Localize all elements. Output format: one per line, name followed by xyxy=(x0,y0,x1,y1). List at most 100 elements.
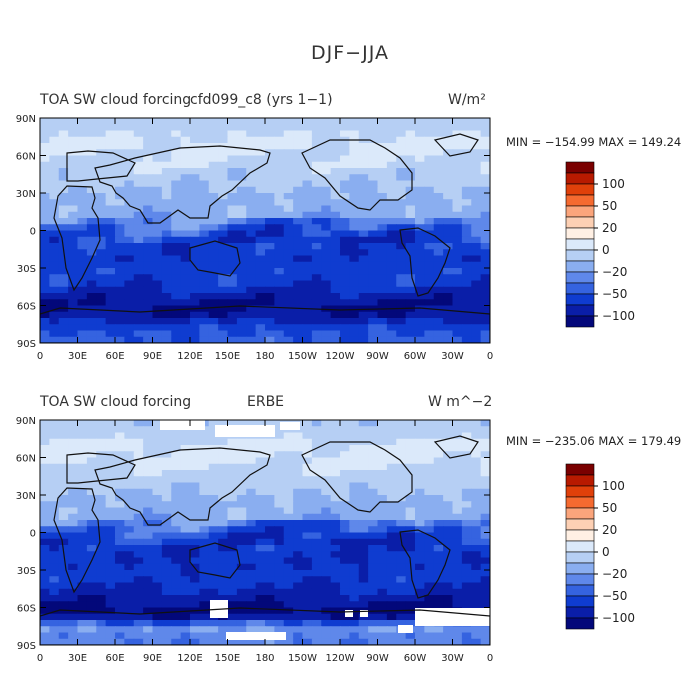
field-cell xyxy=(58,601,69,609)
field-cell xyxy=(68,274,79,282)
field-cell xyxy=(218,551,229,559)
field-cell xyxy=(471,501,482,509)
field-cell xyxy=(96,161,107,169)
field-cell xyxy=(77,136,88,144)
field-cell xyxy=(180,336,191,343)
field-cell xyxy=(293,224,304,232)
field-cell xyxy=(208,463,219,471)
field-cell xyxy=(208,638,219,645)
field-cell xyxy=(283,274,294,282)
field-cell xyxy=(321,336,332,343)
field-cell xyxy=(227,420,238,427)
field-cell xyxy=(218,582,229,590)
field-cell xyxy=(236,136,247,144)
field-cell xyxy=(180,570,191,577)
field-cell xyxy=(443,136,454,144)
field-cell xyxy=(471,293,482,300)
field-cell xyxy=(255,155,266,163)
field-cell xyxy=(340,607,350,615)
field-cell xyxy=(199,168,210,175)
field-cell xyxy=(236,545,247,552)
field-cell xyxy=(255,538,266,546)
field-cell xyxy=(49,205,60,213)
field-cell xyxy=(396,136,407,144)
field-cell xyxy=(283,155,294,163)
field-cell xyxy=(77,601,88,609)
field-cell xyxy=(461,570,472,577)
field-cell xyxy=(293,482,304,490)
field-cell xyxy=(105,520,116,527)
field-cell xyxy=(105,218,116,225)
colorbar-swatch xyxy=(565,474,595,487)
field-cell xyxy=(77,470,88,477)
field-cell xyxy=(68,601,79,609)
field-cell xyxy=(443,211,454,219)
field-cell xyxy=(293,199,304,207)
field-cell xyxy=(330,420,341,427)
field-cell xyxy=(311,136,322,144)
field-cell xyxy=(58,205,69,213)
field-cell xyxy=(330,588,341,596)
field-cell xyxy=(349,293,360,300)
field-cell xyxy=(105,136,116,144)
field-cell xyxy=(218,261,229,269)
field-cell xyxy=(133,305,144,313)
field-cell xyxy=(208,563,219,571)
x-tick-label: 120W xyxy=(326,351,355,362)
field-cell xyxy=(461,476,472,484)
field-cell xyxy=(424,274,435,282)
field-cell xyxy=(349,130,360,138)
field-cell xyxy=(133,130,144,138)
field-cell xyxy=(246,595,257,602)
field-cell xyxy=(358,274,369,282)
field-cell xyxy=(396,520,407,527)
field-cell xyxy=(115,601,125,609)
field-cell xyxy=(461,243,472,250)
field-cell xyxy=(330,482,341,490)
field-cell xyxy=(461,136,472,144)
field-cell xyxy=(40,118,50,125)
field-cell xyxy=(302,299,313,307)
field-cell xyxy=(265,205,275,213)
field-cell xyxy=(321,620,332,627)
field-cell xyxy=(40,595,50,602)
field-cell xyxy=(452,230,463,238)
field-cell xyxy=(452,168,463,175)
field-cell xyxy=(77,626,88,634)
field-cell xyxy=(133,607,144,615)
field-cell xyxy=(461,526,472,534)
field-cell xyxy=(218,545,229,552)
field-cell xyxy=(171,336,182,343)
field-cell xyxy=(246,311,257,319)
field-cell xyxy=(236,613,247,621)
field-cell xyxy=(415,526,425,534)
field-cell xyxy=(405,193,416,200)
field-cell xyxy=(227,274,238,282)
field-cell xyxy=(283,563,294,571)
field-cell xyxy=(480,330,490,338)
field-cell xyxy=(115,224,125,232)
field-cell xyxy=(424,211,435,219)
field-cell xyxy=(274,432,285,440)
field-cell xyxy=(171,261,182,269)
field-cell xyxy=(143,336,154,343)
field-cell xyxy=(358,638,369,645)
field-cell xyxy=(105,432,116,440)
field-cell xyxy=(105,318,116,325)
field-cell xyxy=(180,324,191,332)
field-cell xyxy=(349,513,360,521)
field-cell xyxy=(58,632,69,640)
field-cell xyxy=(321,299,332,307)
field-cell xyxy=(443,488,454,496)
field-cell xyxy=(349,551,360,559)
field-cell xyxy=(133,420,144,427)
field-cell xyxy=(358,526,369,534)
field-cell xyxy=(161,280,172,288)
field-cell xyxy=(190,311,200,319)
field-cell xyxy=(58,299,69,307)
field-cell xyxy=(311,520,322,527)
field-cell xyxy=(274,255,285,263)
field-cell xyxy=(349,545,360,552)
field-cell xyxy=(386,463,397,471)
field-cell xyxy=(246,168,257,175)
